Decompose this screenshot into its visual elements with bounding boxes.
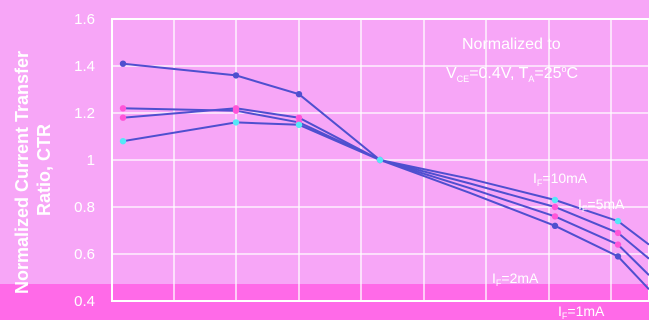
series-label-3: IF=10mA [533,170,588,188]
series-label-1: IF=2mA [492,270,539,288]
y-tick-label-6: 1.6 [74,11,95,28]
y-tick-label-0: 0.4 [74,293,95,310]
series-0-marker-5 [551,222,559,229]
series-2-marker-2 [295,114,303,121]
series-line-0 [122,62,649,290]
series-0-marker-2 [295,91,303,98]
series-label-0: IF=1mA [558,303,605,320]
series-1-marker-6 [614,241,622,248]
y-tick-label-5: 1.4 [74,58,95,75]
series-3-marker-6 [614,217,622,225]
series-3-marker-3 [376,156,384,164]
series-2-marker-6 [614,229,622,237]
y-tick-label-4: 1.2 [74,105,95,122]
annotation-line-2: VCE=0.4V, TA=25oC [446,64,578,84]
series-0-marker-6 [614,253,622,260]
series-3-marker-0 [119,138,127,145]
y-tick-labels: 0.4 0.6 0.8 1 1.2 1.4 1.6 [74,11,95,310]
series-2-marker-5 [551,203,559,211]
series-3-marker-1 [232,119,240,126]
series-2-marker-1 [232,105,240,112]
series-0-marker-0 [119,60,127,67]
y-tick-label-1: 0.6 [74,246,95,263]
y-tick-label-2: 0.8 [74,199,95,216]
series-line-3 [122,121,649,246]
y-tick-label-3: 1 [87,152,95,169]
annotation-line-1: Normalized to [462,36,561,53]
series-labels: IF=1mA IF=2mA IF=5mA IF=10mA [492,170,625,320]
plot-grid [0,18,649,320]
series-2-marker-0 [119,114,127,121]
y-axis-label: Normalized Current Transfer Ratio, CTR [12,46,54,294]
series-label-2: IF=5mA [578,196,625,214]
series-line-2 [122,107,649,260]
series-line-1 [122,107,649,276]
series-3-marker-5 [551,196,559,204]
series-1-marker-0 [119,105,127,112]
series-1-marker-5 [551,213,559,220]
series-0-marker-1 [232,72,240,79]
series-3-marker-2 [295,121,303,128]
series-group [119,60,649,290]
